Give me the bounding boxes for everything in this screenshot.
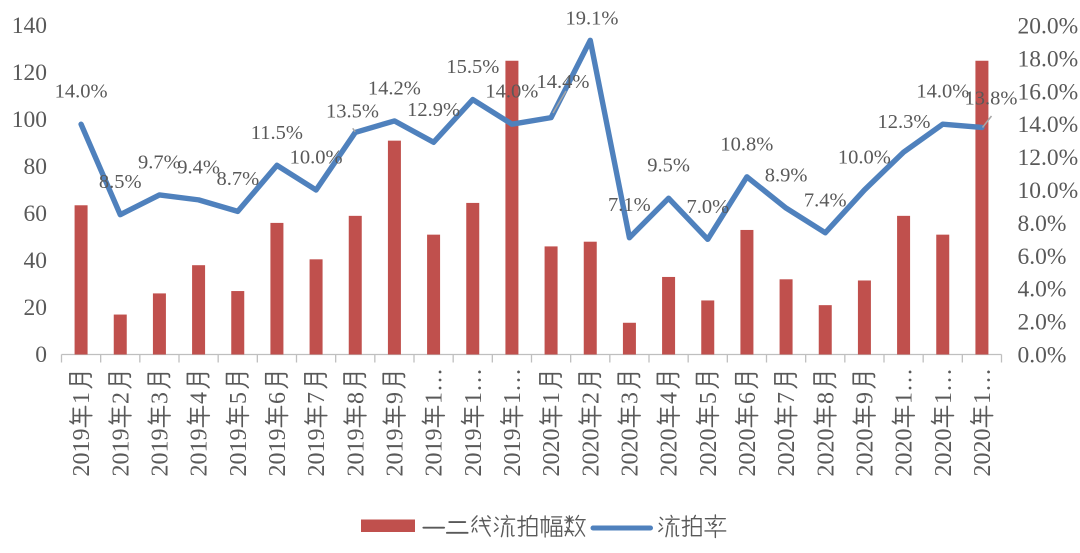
svg-text:13.5%: 13.5% [326, 101, 379, 123]
svg-text:…: … [422, 368, 448, 392]
svg-text:2020: 2020 [931, 429, 957, 477]
svg-text:14.4%: 14.4% [537, 71, 590, 93]
svg-text:2019: 2019 [500, 429, 526, 477]
svg-text:3: 3 [617, 392, 643, 404]
svg-text:1: 1 [500, 392, 526, 404]
svg-text:16.0%: 16.0% [1018, 79, 1079, 105]
svg-text:14.0%: 14.0% [1018, 112, 1079, 138]
svg-text:4.0%: 4.0% [1018, 277, 1067, 303]
svg-text:2019: 2019 [382, 429, 408, 477]
svg-text:9: 9 [382, 392, 408, 404]
svg-text:1: 1 [931, 392, 957, 404]
svg-text:7.4%: 7.4% [804, 189, 847, 211]
svg-text:10.8%: 10.8% [720, 133, 773, 155]
svg-text:19.1%: 19.1% [566, 8, 619, 30]
svg-text:2020: 2020 [578, 429, 604, 477]
svg-text:8: 8 [343, 392, 369, 404]
svg-text:2: 2 [578, 392, 604, 404]
svg-text:10.0%: 10.0% [838, 147, 891, 169]
svg-text:20.0%: 20.0% [1018, 14, 1079, 40]
svg-text:1: 1 [422, 392, 448, 404]
svg-text:80: 80 [24, 154, 48, 180]
svg-text:3: 3 [147, 392, 173, 404]
svg-text:1: 1 [539, 392, 565, 404]
svg-text:2020: 2020 [813, 429, 839, 477]
svg-text:2020: 2020 [539, 429, 565, 477]
svg-text:4: 4 [187, 392, 213, 404]
svg-text:2019: 2019 [265, 429, 291, 477]
svg-text:1: 1 [970, 392, 996, 404]
svg-text:0: 0 [35, 342, 47, 368]
svg-text:20: 20 [24, 295, 48, 321]
svg-text:140: 140 [12, 13, 47, 39]
svg-text:…: … [461, 368, 487, 392]
svg-text:6: 6 [265, 392, 291, 404]
svg-text:14.2%: 14.2% [368, 77, 421, 99]
svg-text:2020: 2020 [735, 429, 761, 477]
svg-text:6.0%: 6.0% [1018, 244, 1067, 270]
svg-text:12.9%: 12.9% [407, 99, 460, 121]
svg-text:2020: 2020 [657, 429, 683, 477]
svg-text:2019: 2019 [461, 429, 487, 477]
svg-text:1: 1 [892, 392, 918, 404]
svg-text:…: … [892, 368, 918, 392]
svg-text:7.1%: 7.1% [608, 194, 651, 216]
svg-text:12.3%: 12.3% [878, 111, 931, 133]
svg-text:…: … [931, 368, 957, 392]
svg-text:2020: 2020 [892, 429, 918, 477]
svg-text:100: 100 [12, 107, 47, 133]
svg-text:14.0%: 14.0% [485, 81, 538, 103]
svg-text:9.5%: 9.5% [647, 155, 690, 177]
svg-text:9.4%: 9.4% [177, 156, 220, 178]
svg-text:8.7%: 8.7% [216, 168, 259, 190]
svg-text:11.5%: 11.5% [251, 122, 303, 144]
svg-text:7: 7 [304, 392, 330, 404]
svg-text:14.0%: 14.0% [916, 81, 969, 103]
svg-text:2019: 2019 [226, 429, 252, 477]
svg-text:2019: 2019 [69, 429, 95, 477]
svg-text:2019: 2019 [304, 429, 330, 477]
svg-text:2020: 2020 [970, 429, 996, 477]
svg-text:9: 9 [852, 392, 878, 404]
svg-text:2020: 2020 [696, 429, 722, 477]
svg-text:1: 1 [461, 392, 487, 404]
svg-text:60: 60 [24, 201, 48, 227]
svg-text:13.8%: 13.8% [965, 88, 1018, 110]
svg-text:1: 1 [69, 392, 95, 404]
svg-text:2.0%: 2.0% [1018, 310, 1067, 336]
svg-text:8.5%: 8.5% [99, 171, 142, 193]
svg-text:8.9%: 8.9% [765, 165, 808, 187]
svg-text:12.0%: 12.0% [1018, 145, 1079, 171]
svg-text:7: 7 [774, 392, 800, 404]
svg-text:…: … [500, 368, 526, 392]
svg-text:2020: 2020 [617, 429, 643, 477]
svg-text:18.0%: 18.0% [1018, 46, 1079, 72]
svg-text:2019: 2019 [422, 429, 448, 477]
svg-text:2019: 2019 [343, 429, 369, 477]
svg-text:2019: 2019 [108, 429, 134, 477]
svg-text:10.0%: 10.0% [290, 147, 343, 169]
svg-text:…: … [970, 368, 996, 392]
svg-text:6: 6 [735, 392, 761, 404]
svg-text:2019: 2019 [147, 429, 173, 477]
svg-text:10.0%: 10.0% [1018, 178, 1079, 204]
svg-text:0.0%: 0.0% [1018, 343, 1067, 369]
svg-text:40: 40 [24, 248, 48, 274]
svg-text:5: 5 [696, 392, 722, 404]
svg-text:15.5%: 15.5% [446, 56, 499, 78]
svg-text:120: 120 [12, 60, 47, 86]
svg-text:2020: 2020 [852, 429, 878, 477]
svg-text:8.0%: 8.0% [1018, 211, 1067, 237]
svg-text:5: 5 [226, 392, 252, 404]
svg-text:4: 4 [657, 392, 683, 404]
svg-text:9.7%: 9.7% [138, 151, 181, 173]
svg-text:2020: 2020 [774, 429, 800, 477]
svg-text:2019: 2019 [187, 429, 213, 477]
svg-text:8: 8 [813, 392, 839, 404]
svg-text:7.0%: 7.0% [686, 196, 729, 218]
svg-text:2: 2 [108, 392, 134, 404]
svg-text:14.0%: 14.0% [55, 81, 108, 103]
